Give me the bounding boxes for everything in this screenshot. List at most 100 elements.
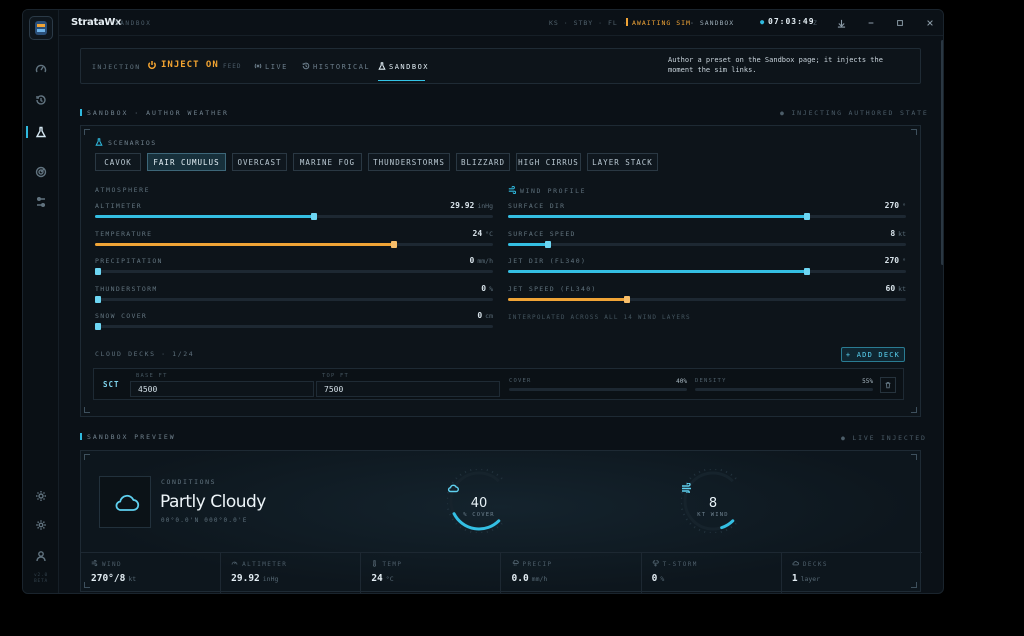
scenario-chip[interactable]: OVERCAST xyxy=(232,153,287,171)
scenarios-label-text: SCENARIOS xyxy=(108,139,157,147)
slider[interactable]: SURFACE DIR 270 ° xyxy=(508,201,906,226)
inject-toggle[interactable]: INJECT ON xyxy=(147,60,219,70)
live-injected-status: ● LIVE INJECTED xyxy=(841,434,927,442)
slider-value-text: 60 xyxy=(885,283,896,293)
scenario-chip[interactable]: MARINE FOG xyxy=(293,153,362,171)
slider[interactable]: SNOW COVER 0 cm xyxy=(95,311,493,336)
gauge-tick xyxy=(693,473,696,476)
slider-knob[interactable] xyxy=(310,213,317,220)
slider[interactable]: ALTIMETER 29.92 inHg xyxy=(95,201,493,226)
scenario-chip[interactable]: CAVOK xyxy=(95,153,141,171)
slider[interactable]: JET SPEED (FL340) 60 kt xyxy=(508,283,906,309)
gauge-tick xyxy=(730,526,733,529)
slider-track xyxy=(95,268,493,275)
slider-knob[interactable] xyxy=(544,240,551,248)
gauge-tick xyxy=(681,508,684,511)
delete-deck-button[interactable] xyxy=(880,377,896,393)
app-name: StrataWx xyxy=(71,17,122,28)
settings-icon[interactable] xyxy=(32,516,50,534)
slider[interactable]: THUNDERSTORM 0% xyxy=(95,284,493,309)
trash-icon xyxy=(885,381,891,389)
stat-label: WIND xyxy=(91,559,122,568)
sun-icon[interactable] xyxy=(32,487,50,505)
slider-knob[interactable] xyxy=(95,323,101,330)
gauge-tick xyxy=(730,473,733,476)
slider-track xyxy=(508,268,906,275)
panel-corner xyxy=(84,129,90,135)
stat-wind: WIND 270°/8 kt xyxy=(81,553,222,593)
history-icon[interactable] xyxy=(32,91,50,109)
slider[interactable]: SURFACE SPEED 8 kt xyxy=(508,229,906,254)
mode-live[interactable]: LIVE xyxy=(254,62,288,71)
slider-unit: kt xyxy=(898,229,906,238)
stat-decks: DECKS 1 layer xyxy=(782,553,922,593)
slider-knob[interactable] xyxy=(803,213,810,220)
cover-slider[interactable]: COVER 40% xyxy=(509,378,687,398)
stat-label-text: T-STORM xyxy=(662,561,698,568)
coordinates: 00°0.0'N 000°0.0'E xyxy=(161,517,248,524)
gauge-tick xyxy=(693,526,696,529)
scenario-chip[interactable]: FAIR CUMULUS xyxy=(147,153,226,171)
wind-gauge: 8 KT WIND xyxy=(681,469,745,533)
sliders-icon[interactable] xyxy=(32,193,50,211)
slider-label: JET DIR (FL340) xyxy=(508,257,587,265)
gauge-icon[interactable] xyxy=(32,60,50,78)
stat-value: 270°/8 kt xyxy=(91,573,136,584)
rain-icon xyxy=(512,559,519,566)
flask-icon[interactable] xyxy=(32,123,50,141)
slider[interactable]: JET DIR (FL340) 270 ° xyxy=(508,256,906,281)
sandbox-panel: SCENARIOS CAVOK FAIR CUMULUS OVERCAST MARIN… xyxy=(80,125,921,417)
cover-gauge-label: % COVER xyxy=(463,512,495,518)
gauge-tick xyxy=(698,470,701,474)
app-logo-icon[interactable] xyxy=(29,16,53,40)
minimize-button[interactable] xyxy=(864,16,878,30)
top-input[interactable]: 7500 xyxy=(316,381,500,397)
sidebar: v2.0 BETA xyxy=(23,10,59,593)
gauge-tick xyxy=(698,528,701,532)
download-icon[interactable] xyxy=(834,16,848,30)
scrollbar[interactable] xyxy=(941,40,943,265)
scenario-chip[interactable]: HIGH CIRRUS xyxy=(516,153,581,171)
stat-label: T-STORM xyxy=(652,559,698,568)
slider-label: SURFACE SPEED xyxy=(508,229,576,238)
active-nav-indicator xyxy=(26,126,28,138)
slider-knob[interactable] xyxy=(95,295,101,303)
gauge-track xyxy=(683,471,734,531)
density-slider[interactable]: DENSITY 55% xyxy=(695,378,873,398)
add-deck-button[interactable]: + ADD DECK xyxy=(841,347,905,362)
mode-live-label: LIVE xyxy=(265,63,288,71)
stat-unit: % xyxy=(660,575,665,583)
slider-track xyxy=(95,240,493,248)
user-icon[interactable] xyxy=(32,547,50,565)
slider-knob[interactable] xyxy=(95,268,101,275)
slider[interactable]: TEMPERATURE 24 °C xyxy=(95,229,493,254)
injection-label: INJECTION xyxy=(92,63,141,71)
slider-fill xyxy=(508,270,807,273)
stat-label: ALTIMETER xyxy=(231,560,287,568)
inject-state: INJECT ON xyxy=(161,60,219,70)
maximize-button[interactable] xyxy=(893,16,907,30)
flask-icon xyxy=(378,62,386,70)
slider-knob[interactable] xyxy=(803,268,810,275)
stat-label-text: ALTIMETER xyxy=(242,561,288,568)
scenario-chip[interactable]: LAYER STACK xyxy=(587,153,658,171)
slider-knob[interactable] xyxy=(624,295,631,303)
station-readout: KS · STBY · FL · xyxy=(549,19,628,27)
gauge-tick xyxy=(703,469,706,472)
mode-sandbox[interactable]: SANDBOX xyxy=(378,62,429,71)
slider-value: 0 cm xyxy=(477,311,493,320)
radar-icon[interactable] xyxy=(32,163,50,181)
slider-value: 0% xyxy=(481,284,493,293)
scenario-chip[interactable]: BLIZZARD xyxy=(456,153,510,171)
cover-gauge-value: 40 xyxy=(470,496,488,511)
mode-historical[interactable]: HISTORICAL xyxy=(302,62,370,71)
close-button[interactable] xyxy=(923,16,937,30)
slider[interactable]: PRECIPITATION 0 mm/h xyxy=(95,256,493,281)
storm-icon xyxy=(652,559,659,567)
gauge-tick xyxy=(464,470,467,474)
slider-knob[interactable] xyxy=(390,240,397,248)
base-input[interactable]: 4500 xyxy=(130,381,314,397)
scenario-chip[interactable]: THUNDERSTORMS xyxy=(368,153,450,171)
slider-value: 24 °C xyxy=(473,229,493,238)
conditions-icon-box xyxy=(99,476,151,528)
